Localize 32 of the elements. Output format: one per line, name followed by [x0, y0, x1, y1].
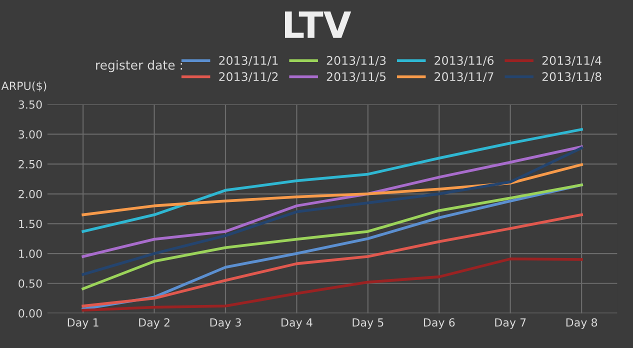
legend-title: register date : [96, 60, 182, 72]
line-series [82, 163, 583, 216]
legend-label: 2013/11/2 [219, 72, 278, 82]
y-axis-title: ARPU($) [1, 81, 46, 92]
x-tick-label: Day 4 [282, 318, 312, 329]
x-tick-label: Day 7 [495, 318, 526, 329]
legend-label: 2013/11/1 [219, 56, 278, 66]
y-tick-label: 1.50 [19, 220, 42, 228]
x-tick-label: Day 2 [139, 318, 170, 329]
y-tick-label: 3.50 [18, 100, 42, 109]
y-tick-label: 2.50 [18, 160, 42, 168]
legend-label: 2013/11/3 [326, 56, 386, 66]
y-tick-label: 0.50 [18, 279, 42, 288]
legend-label: 2013/11/5 [326, 72, 386, 82]
line-series [82, 258, 583, 312]
y-tick-label: 2.00 [18, 190, 42, 198]
line-series [82, 213, 583, 308]
y-tick-label: 0.00 [18, 309, 42, 318]
y-tick-label: 3.00 [18, 130, 42, 139]
legend-label: 2013/11/4 [542, 56, 602, 66]
y-tick-label: 1.00 [19, 250, 42, 258]
line-series [82, 184, 583, 290]
legend-label: 2013/11/7 [434, 72, 494, 82]
chart-title: LTV [285, 12, 352, 38]
legend-label: 2013/11/8 [542, 72, 602, 82]
x-tick-label: Day 1 [68, 318, 98, 329]
x-tick-label: Day 6 [424, 318, 455, 329]
x-tick-label: Day 8 [566, 318, 598, 329]
line-series [82, 128, 583, 233]
x-tick-label: Day 5 [352, 318, 384, 329]
legend-label: 2013/11/6 [434, 56, 494, 66]
x-tick-label: Day 3 [210, 318, 241, 329]
